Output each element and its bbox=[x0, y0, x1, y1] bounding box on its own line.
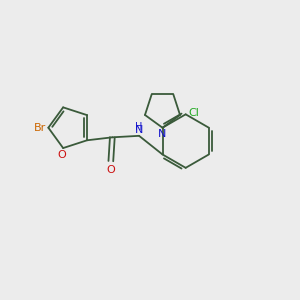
Text: O: O bbox=[106, 165, 115, 175]
Text: Br: Br bbox=[34, 123, 46, 133]
Text: N: N bbox=[135, 125, 143, 135]
Text: N: N bbox=[158, 129, 167, 139]
Text: O: O bbox=[57, 150, 66, 161]
Text: H: H bbox=[135, 122, 143, 132]
Text: Cl: Cl bbox=[189, 108, 200, 118]
